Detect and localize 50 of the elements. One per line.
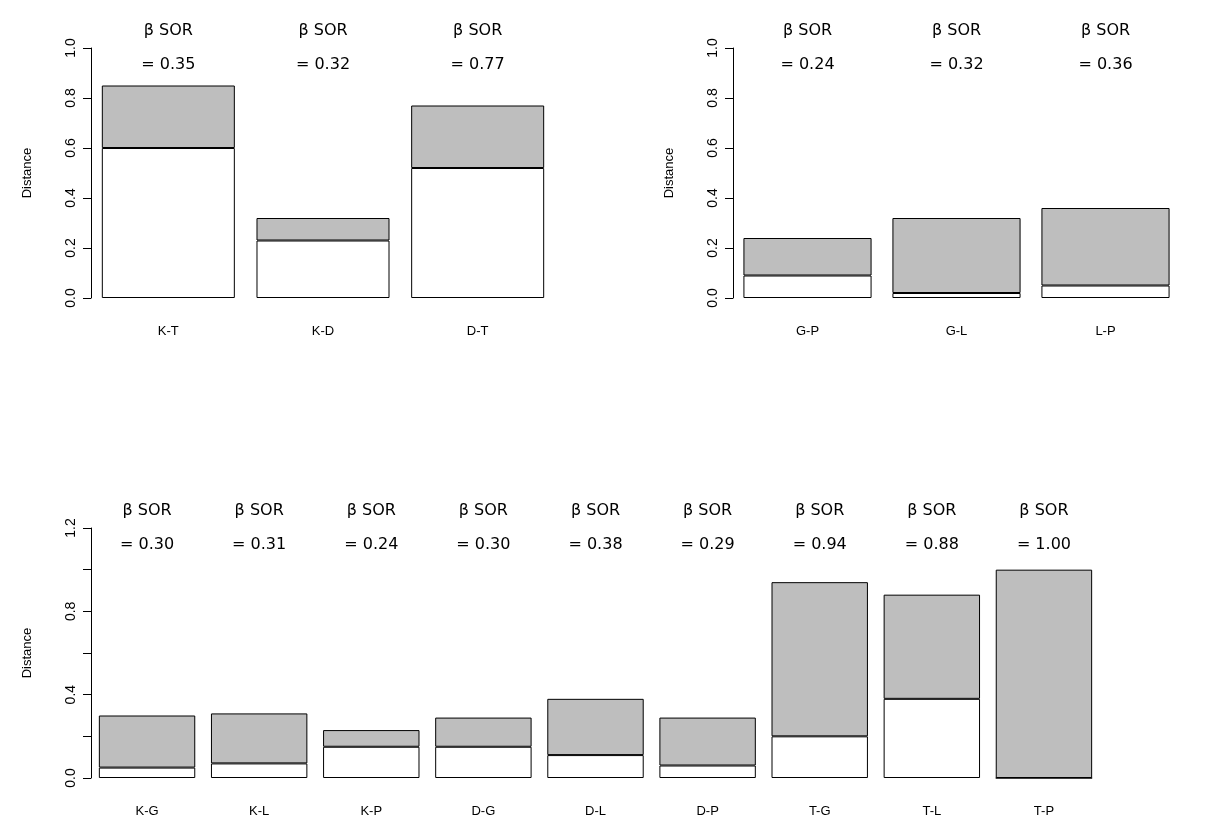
x-tick-label: D-T bbox=[466, 323, 489, 338]
x-tick-label: T-P bbox=[1033, 803, 1055, 818]
annotation: β SOR = 0.29 bbox=[680, 499, 735, 553]
y-axis-title: Distance bbox=[19, 147, 34, 199]
annotation: β SOR = 0.30 bbox=[119, 499, 175, 553]
y-tick-label: 0.4 bbox=[62, 684, 78, 705]
annotation: β SOR = 0.30 bbox=[456, 499, 511, 553]
y-tick-label: 0.2 bbox=[62, 238, 78, 258]
y-tick-label: 0.8 bbox=[704, 88, 720, 108]
bar bbox=[995, 569, 1093, 778]
annotation: β SOR = 0.32 bbox=[929, 19, 984, 73]
annotation: β SOR = 0.31 bbox=[232, 499, 287, 553]
x-tick-label: T-L bbox=[922, 803, 942, 818]
x-tick-label: K-T bbox=[157, 323, 179, 338]
x-tick-label: D-P bbox=[696, 803, 719, 818]
y-tick-label: 0.0 bbox=[704, 288, 720, 308]
y-axis-title: Distance bbox=[19, 627, 34, 679]
x-tick-label: D-L bbox=[585, 803, 606, 818]
y-tick-label: 0.4 bbox=[704, 188, 720, 208]
x-tick-label: L-P bbox=[1095, 323, 1116, 338]
annotation: β SOR = 0.35 bbox=[141, 19, 196, 73]
annotation: β SOR = 0.24 bbox=[344, 499, 399, 553]
y-tick-label: 0.6 bbox=[704, 138, 720, 158]
annotation: β SOR = 0.38 bbox=[568, 499, 623, 553]
annotation: β SOR = 1.00 bbox=[1016, 499, 1072, 553]
y-tick-label: 1.0 bbox=[62, 38, 78, 58]
y-axis-title: Distance bbox=[661, 147, 676, 199]
x-tick-label: G-P bbox=[795, 323, 820, 338]
y-tick-label: 0.0 bbox=[62, 288, 78, 308]
x-tick-label: T-G bbox=[808, 803, 831, 818]
annotation: β SOR = 0.32 bbox=[295, 19, 351, 73]
x-tick-label: G-L bbox=[945, 323, 968, 338]
annotation: β SOR = 0.36 bbox=[1078, 19, 1133, 73]
x-tick-label: K-D bbox=[311, 323, 335, 338]
annotation: β SOR = 0.88 bbox=[904, 499, 959, 553]
y-tick-label: 1.0 bbox=[704, 38, 720, 58]
y-tick-label: 0.4 bbox=[62, 188, 78, 208]
annotation: β SOR = 0.94 bbox=[792, 499, 847, 553]
y-tick-label: 1.2 bbox=[62, 518, 78, 538]
annotation: β SOR = 0.24 bbox=[780, 19, 835, 73]
y-tick-label: 0.6 bbox=[62, 138, 78, 158]
annotation: β SOR = 0.77 bbox=[450, 19, 505, 73]
x-tick-label: D-G bbox=[471, 803, 496, 818]
y-tick-label: 0.2 bbox=[704, 238, 720, 258]
x-tick-label: K-P bbox=[360, 803, 383, 818]
x-tick-label: K-L bbox=[249, 803, 270, 818]
x-tick-label: K-G bbox=[135, 803, 159, 818]
y-tick-label: 0.8 bbox=[62, 601, 78, 622]
y-tick-label: 0.0 bbox=[62, 768, 78, 788]
y-tick-label: 0.8 bbox=[62, 88, 78, 108]
